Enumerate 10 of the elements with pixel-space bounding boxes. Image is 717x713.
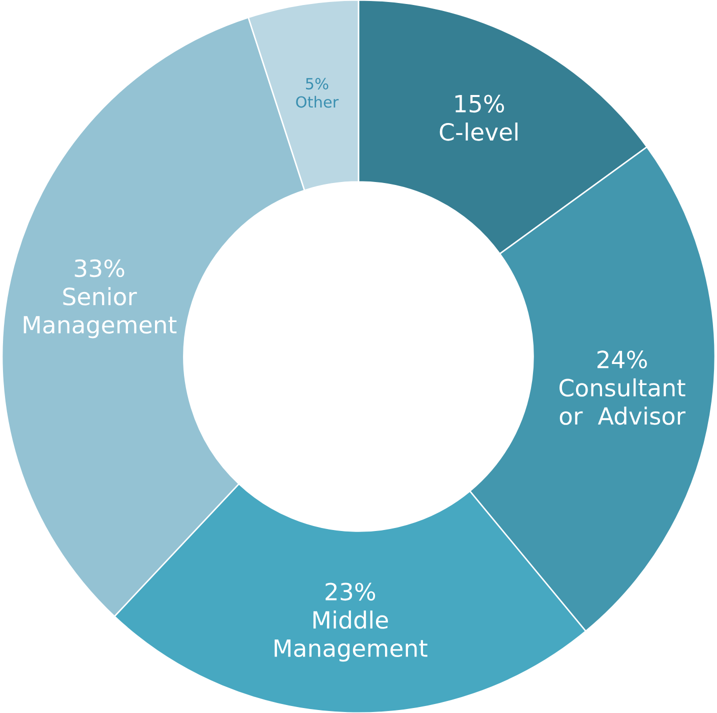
data-label: 15% [455,94,504,113]
data-label: 33% [74,259,124,278]
slice-label: C-level [440,122,518,141]
data-label: 5% [306,78,328,90]
data-label: 23% [326,582,376,601]
slice-label: Consultant or Advisor [559,378,686,425]
data-label: 24% [597,350,647,368]
slice-label: Senior Management [24,287,177,338]
slice-label: Other [296,96,339,108]
slice-label: Middle Management [274,610,428,662]
